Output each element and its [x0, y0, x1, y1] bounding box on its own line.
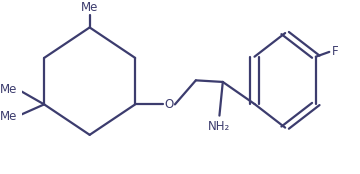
Text: Me: Me	[0, 110, 17, 123]
Text: Me: Me	[81, 1, 98, 14]
Text: O: O	[164, 98, 174, 111]
Text: Me: Me	[0, 83, 17, 96]
Text: F: F	[332, 45, 339, 58]
Text: NH₂: NH₂	[208, 120, 230, 133]
